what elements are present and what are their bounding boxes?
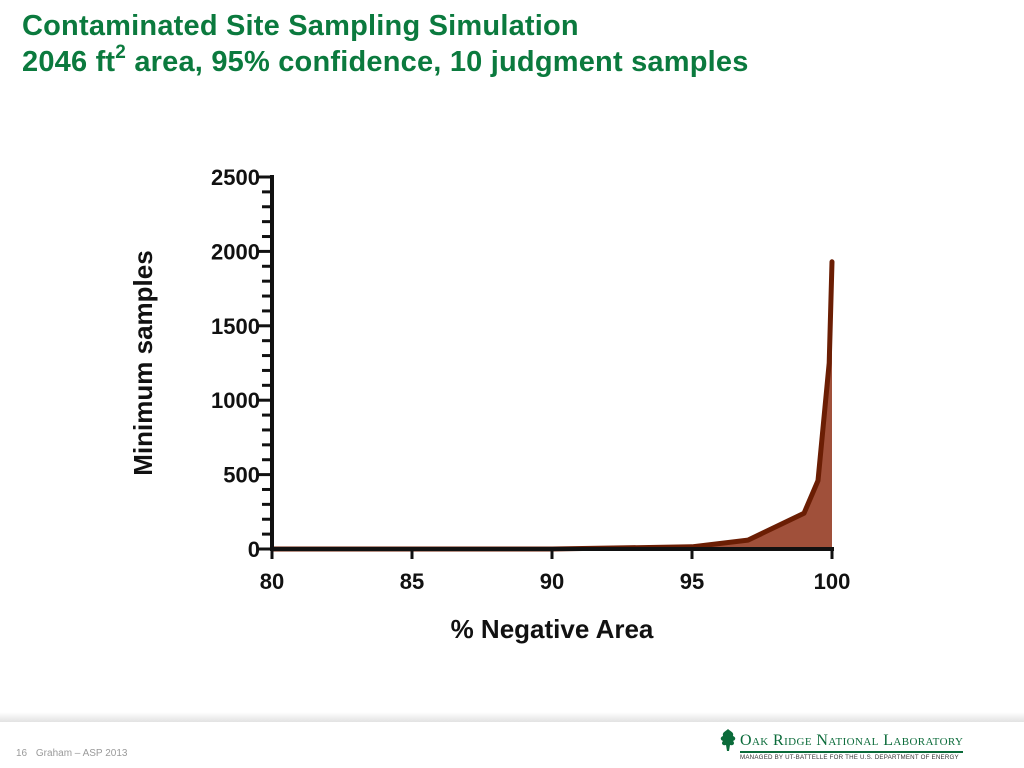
plot-area xyxy=(269,259,835,552)
x-tick-label: 100 xyxy=(814,569,851,594)
y-tick-label: 2500 xyxy=(211,165,260,190)
logo-name: Oak Ridge National Laboratory xyxy=(740,732,964,753)
x-axis-title: % Negative Area xyxy=(451,614,654,644)
page-number: 16 xyxy=(16,748,28,759)
title-line-2-prefix: 2046 ft xyxy=(22,46,116,78)
footer-author: Graham – ASP 2013 xyxy=(35,748,128,759)
y-tick-label: 0 xyxy=(248,537,260,562)
y-axis: 0 500 1000 1500 2000 2500 xyxy=(211,165,274,562)
slide-title: Contaminated Site Sampling Simulation 20… xyxy=(22,8,749,80)
x-axis: 80 85 90 95 100 xyxy=(260,547,851,594)
y-tick-label: 1000 xyxy=(211,388,260,413)
y-axis-title: Minimum samples xyxy=(128,250,158,475)
ornl-logo: Oak Ridge National Laboratory MANAGED BY… xyxy=(718,726,1008,766)
series-area xyxy=(272,261,832,549)
logo-tagline: MANAGED BY UT-BATTELLE FOR THE U.S. DEPA… xyxy=(740,754,959,761)
y-tick-label: 1500 xyxy=(211,314,260,339)
footer-divider xyxy=(0,712,1024,722)
title-superscript: 2 xyxy=(115,42,127,64)
title-line-2-suffix: area, 95% confidence, 10 judgment sample… xyxy=(126,46,749,78)
title-line-1: Contaminated Site Sampling Simulation xyxy=(22,10,579,42)
x-tick-label: 90 xyxy=(540,569,564,594)
x-tick-label: 80 xyxy=(260,569,284,594)
y-tick-label: 2000 xyxy=(211,239,260,264)
title-line-2: 2046 ft2 area, 95% confidence, 10 judgme… xyxy=(22,43,749,78)
y-tick-label: 500 xyxy=(223,463,260,488)
oak-leaf-icon xyxy=(720,729,736,751)
footer-info: 16 Graham – ASP 2013 xyxy=(16,748,133,759)
slide-footer: 16 Graham – ASP 2013 Oak Ridge National … xyxy=(0,722,1024,768)
series-line xyxy=(269,259,835,552)
x-tick-label: 85 xyxy=(400,569,424,594)
chart: 0 500 1000 1500 2000 2500 80 85 90 95 100 % Negat… xyxy=(128,165,851,644)
x-tick-label: 95 xyxy=(680,569,704,594)
